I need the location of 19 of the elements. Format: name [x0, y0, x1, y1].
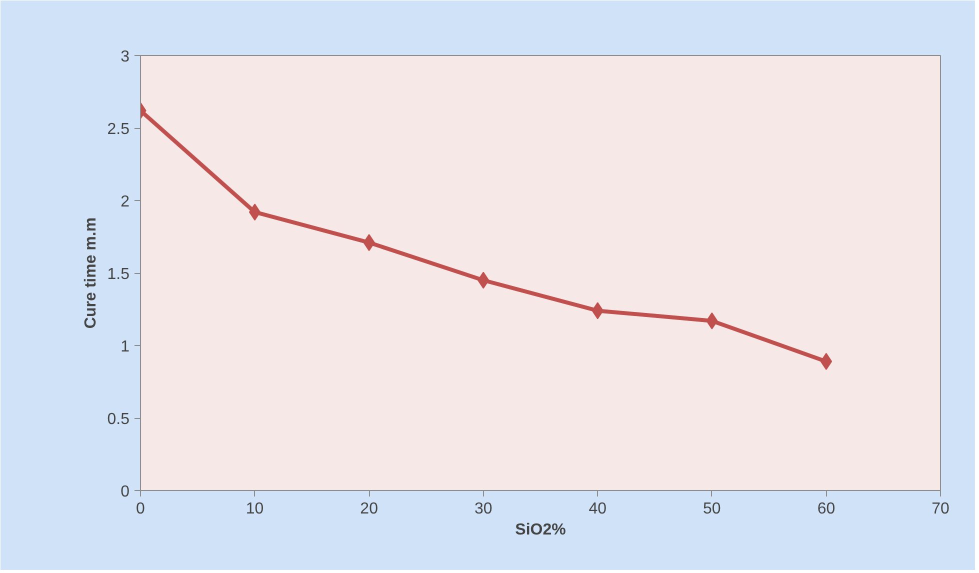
x-axis-title: SiO2%: [515, 522, 566, 538]
x-tick-label: 10: [246, 500, 264, 518]
y-tick-label: 3: [120, 48, 130, 66]
point: [248, 204, 261, 221]
x-tick-label: 60: [817, 500, 836, 518]
point: [820, 352, 832, 370]
x-tick-label: 0: [136, 500, 146, 518]
x-tick-label: 20: [360, 500, 378, 518]
y-tick-label: 2: [120, 194, 130, 210]
x-tick-label: 40: [588, 500, 607, 518]
x-tick-label: 30: [474, 500, 492, 518]
x-tick-label: 70: [932, 500, 950, 518]
y-tick-label: 0.5: [107, 411, 130, 428]
x-tick-label: 50: [703, 500, 721, 518]
y-tick-label: 1: [120, 338, 130, 356]
y-tick-label: 1.5: [107, 266, 130, 283]
y-axis-title: Cure time m.m: [82, 217, 100, 329]
y-tick-label: 0: [120, 484, 130, 500]
y-tick-label: 2.5: [107, 121, 130, 138]
